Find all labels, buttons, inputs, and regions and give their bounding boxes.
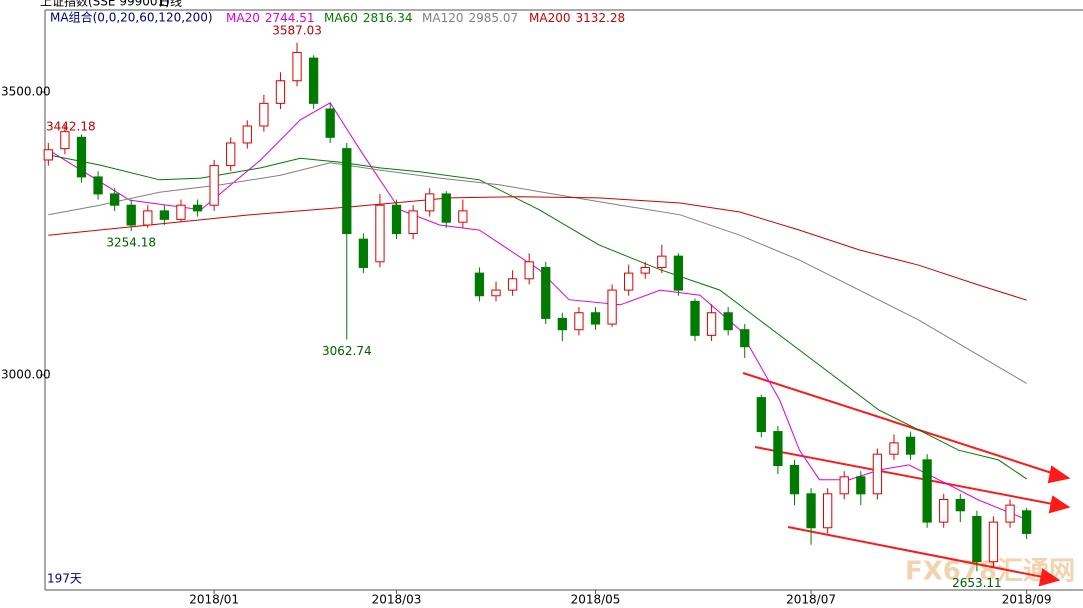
candle-body <box>43 149 53 161</box>
candle-body <box>856 476 866 495</box>
candle-body <box>275 80 286 104</box>
candle-body <box>358 238 369 268</box>
candle-body <box>209 165 219 206</box>
period: 日线 <box>158 0 182 9</box>
trend-line <box>754 446 1059 506</box>
trend-line <box>787 526 1049 579</box>
price-label: 3062.74 <box>322 344 372 358</box>
day-count: 197天 <box>47 572 82 586</box>
candle-body <box>922 459 932 523</box>
candle-body <box>109 193 120 206</box>
candle-body <box>342 148 352 235</box>
candle-body <box>391 204 402 235</box>
legend-entry: MA200 3132.28 <box>529 11 625 25</box>
legend-value: 3132.28 <box>575 11 625 25</box>
legend-title: MA组合(0,0,20,60,120,200) <box>50 10 213 25</box>
x-tick-label: 2018/09 <box>1002 593 1052 607</box>
ma-line <box>48 196 1027 301</box>
arrow-head <box>1038 568 1061 587</box>
candle-body <box>325 108 335 138</box>
x-tick-label: 2018/01 <box>189 593 239 607</box>
candle-body <box>955 498 965 512</box>
candle-body <box>474 272 485 297</box>
x-tick-label: 2018/07 <box>786 593 836 607</box>
y-tick-label: 3000.00 <box>1 367 51 381</box>
candle-body <box>905 436 916 455</box>
header: 上证指数(SSE 999001) <box>40 0 170 9</box>
trend-arrows <box>742 372 1071 587</box>
candle-body <box>1021 510 1032 534</box>
candle-body <box>76 136 87 178</box>
candle-body <box>491 289 501 297</box>
ma-line <box>48 154 1027 480</box>
candle-body <box>242 125 252 144</box>
y-tick-label: 3500.00 <box>1 85 51 99</box>
candle-body <box>292 51 302 82</box>
legend-name: MA60 <box>324 11 358 25</box>
candle-body <box>126 204 136 226</box>
candle-body <box>740 329 750 348</box>
candle-body <box>773 431 783 467</box>
candle-body <box>226 142 236 167</box>
candle-body <box>408 210 418 235</box>
legend-value: 2744.51 <box>265 11 315 25</box>
candle-body <box>706 312 717 336</box>
legend-value: 2816.34 <box>363 11 413 25</box>
candle-body <box>557 317 567 331</box>
candle-body <box>839 476 849 495</box>
candle-body <box>308 57 319 104</box>
legend-name: MA120 <box>422 11 463 25</box>
candle-body <box>690 300 700 336</box>
candle-body <box>425 193 435 212</box>
legend-entry: MA120 2985.07 <box>422 11 518 25</box>
candle-body <box>176 204 186 220</box>
candle-body <box>640 266 650 274</box>
legend-name: MA20 <box>226 11 260 25</box>
candle-body <box>259 102 269 127</box>
legend-name: MA200 <box>529 11 570 25</box>
candle-body <box>988 521 999 563</box>
candle-body <box>756 397 766 433</box>
candle-body <box>872 453 883 495</box>
candle-body <box>541 266 551 319</box>
trend-line <box>742 372 1059 476</box>
candle-body <box>723 312 733 331</box>
candle-body <box>441 193 451 223</box>
price-label: 2653.11 <box>952 576 1002 590</box>
legend-entry: MA60 2816.34 <box>324 11 412 25</box>
candle-body <box>574 312 584 331</box>
candle-body <box>458 210 468 223</box>
candle-body <box>607 289 617 325</box>
candle-body <box>524 261 534 280</box>
candle-body <box>806 493 816 529</box>
legend-entry: MA20 2744.51 <box>226 11 314 25</box>
arrow-head <box>1047 465 1071 484</box>
candle-body <box>375 204 385 263</box>
price-label: 3442.18 <box>46 119 96 133</box>
candle-body <box>60 131 70 150</box>
candle-body <box>143 210 153 226</box>
x-tick-label: 2018/05 <box>571 593 621 607</box>
candle-body <box>939 498 949 523</box>
candle-body <box>192 204 203 212</box>
candle-body <box>624 272 634 291</box>
candle-body <box>1005 504 1015 523</box>
candle-body <box>823 493 833 529</box>
candle-body <box>507 278 518 291</box>
price-label: 3254.18 <box>106 236 156 250</box>
candle-body <box>789 465 800 495</box>
candle-body <box>972 515 982 563</box>
candle-body <box>590 312 601 325</box>
candle-body <box>657 255 667 268</box>
candle-body <box>889 442 899 455</box>
x-tick-label: 2018/03 <box>372 593 422 607</box>
candle-body <box>93 176 103 195</box>
candle-body <box>673 255 684 291</box>
legend-value: 2985.07 <box>468 11 518 25</box>
arrow-head <box>1048 495 1071 514</box>
candle-body <box>159 210 170 220</box>
price-label: 3587.03 <box>272 23 322 37</box>
